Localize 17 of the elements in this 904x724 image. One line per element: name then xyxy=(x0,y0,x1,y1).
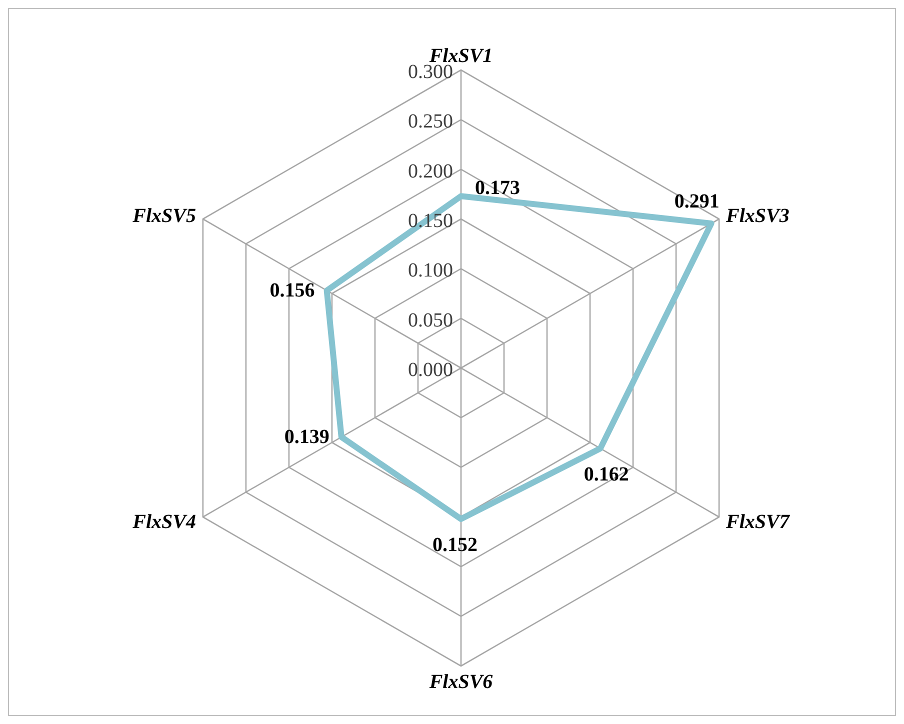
data-label: 0.173 xyxy=(475,177,520,200)
data-label: 0.152 xyxy=(432,534,478,556)
data-label: 0.156 xyxy=(270,280,315,302)
data-label: 0.162 xyxy=(584,463,629,486)
spoke-label: FlxSV7 xyxy=(725,511,790,534)
data-label: 0.139 xyxy=(284,426,330,448)
spoke-label: FlxSV5 xyxy=(132,205,196,228)
y-tick-label: 0.250 xyxy=(408,110,453,133)
y-tick-label: 0.050 xyxy=(408,309,453,332)
y-tick-label: 0.200 xyxy=(408,160,453,182)
spoke-label: FlxSV4 xyxy=(132,511,196,534)
y-tick-label: 0.100 xyxy=(408,260,453,282)
spoke-label: FlxSV6 xyxy=(428,671,493,694)
data-label: 0.291 xyxy=(674,190,720,212)
spoke-label: FlxSV3 xyxy=(725,205,790,228)
y-tick-label: 0.000 xyxy=(408,359,453,381)
y-tick-label: 0.300 xyxy=(408,61,453,83)
